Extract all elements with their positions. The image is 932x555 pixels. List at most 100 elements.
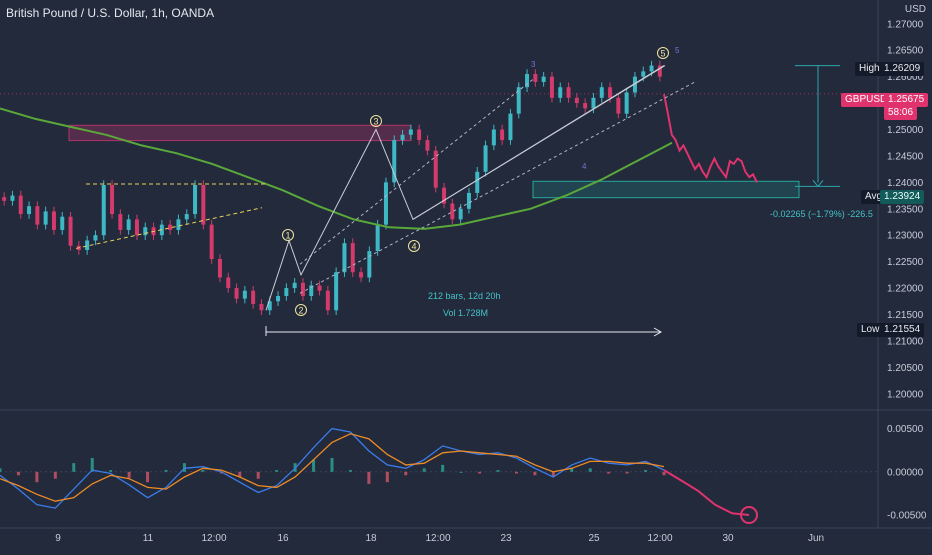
macd-histogram-bar (459, 471, 463, 473)
candle-body (184, 214, 189, 220)
macd-histogram-bar (182, 463, 186, 472)
candle-body (616, 97, 621, 114)
candle-body (442, 187, 447, 204)
candle-body (134, 219, 139, 236)
candle-body (267, 301, 272, 311)
macd-histogram-bar (219, 471, 223, 474)
bars-readout: 212 bars, 12d 20h (428, 291, 501, 301)
wave-label: 2 (298, 306, 303, 316)
candle-body (168, 224, 173, 230)
candle-body (566, 87, 571, 98)
candle-body (292, 282, 297, 289)
candle-body (433, 150, 438, 188)
price-tick-label: 1.20000 (887, 389, 924, 400)
candle-body (533, 74, 538, 82)
price-tick-label: 1.22500 (887, 257, 924, 268)
channel-line (299, 81, 696, 294)
macd-histogram-bar (0, 468, 2, 472)
macd-histogram-bar (330, 457, 334, 472)
sub-wave-label: 3 (531, 60, 536, 69)
candle-body (126, 219, 131, 230)
price-tick-label: 1.23000 (887, 231, 924, 242)
currency-label: USD (904, 4, 926, 15)
candle-body (300, 282, 305, 296)
candle-body (525, 74, 530, 88)
candle-body (558, 87, 563, 98)
price-tick-label: 1.24000 (887, 178, 924, 189)
macd-histogram-bar (551, 471, 555, 477)
macd-histogram-bar (201, 470, 205, 472)
candle-body (574, 97, 579, 104)
triangle-bottom-line (75, 207, 263, 249)
measure-readout: -0.02265 (−1.79%) -226.5 (770, 209, 873, 219)
macd-forecast-target (740, 506, 758, 525)
candle-body (93, 235, 98, 241)
candle-body (284, 288, 289, 296)
candle-body (483, 145, 488, 172)
low-label: Low (857, 323, 884, 337)
price-tick-label: 1.27000 (887, 19, 924, 30)
symbol-badge: GBPUSD (841, 93, 892, 107)
macd-histogram-bar (533, 471, 537, 476)
candle-body (325, 290, 330, 311)
macd-histogram-bar (312, 459, 316, 472)
measure-arrow-head (812, 180, 824, 188)
candle-body (450, 203, 455, 220)
candle-body (251, 290, 256, 304)
candle-body (649, 65, 654, 72)
candle-body (226, 277, 231, 289)
candle-body (458, 208, 463, 220)
time-tick: 12:00 (201, 533, 227, 544)
avg-value: 1.23924 (880, 190, 925, 204)
candle-body (176, 219, 181, 230)
candle-body (591, 97, 596, 109)
last-price-badge: 1.25675 (884, 93, 929, 107)
macd-tick-label: -0.00500 (887, 511, 927, 522)
macd-histogram-bar (441, 464, 445, 472)
candle-body (500, 129, 505, 141)
volume-readout: Vol 1.728M (443, 308, 489, 318)
candle-body (201, 185, 206, 225)
macd-histogram-bar (127, 471, 131, 478)
candle-body (85, 240, 90, 251)
price-tick-label: 1.21000 (887, 336, 924, 347)
macd-histogram-bar (53, 471, 57, 479)
macd-histogram-bar (422, 468, 426, 472)
candle-body (599, 87, 604, 98)
wave-label: 5 (660, 49, 665, 59)
candle-body (234, 288, 239, 299)
time-tick: 23 (500, 533, 512, 544)
candle-body (68, 216, 73, 246)
sub-wave-label: 5 (675, 46, 680, 55)
candle-body (491, 129, 496, 146)
time-tick: Jun (807, 533, 825, 544)
chart-title: British Pound / U.S. Dollar, 1h, OANDA (6, 6, 215, 20)
candle-body (334, 272, 339, 311)
avg-label: Avg (861, 190, 887, 204)
time-tick: 12:00 (425, 533, 451, 544)
low-value: 1.21554 (880, 323, 925, 337)
wave-label-circle (370, 115, 382, 127)
candle-body (408, 129, 413, 135)
candle-body (242, 290, 247, 299)
candle-body (549, 76, 554, 98)
macd-histogram-bar (90, 457, 94, 472)
candle-body (193, 185, 198, 215)
wave-label-circle (295, 304, 307, 316)
price-tick-label: 1.26000 (887, 72, 924, 83)
candle-body (417, 129, 422, 141)
wave-label-circle (408, 240, 420, 252)
candle-body (425, 140, 430, 151)
macd-histogram-bar (478, 471, 482, 474)
candle-body (508, 113, 513, 141)
candle-body (110, 185, 115, 215)
candle-body (608, 87, 613, 98)
candle-body (118, 214, 123, 230)
forecast-path (663, 93, 758, 183)
candle-body (516, 87, 521, 114)
candle-body (43, 211, 48, 225)
macd-histogram-bar (514, 471, 518, 474)
time-tick: 16 (277, 533, 289, 544)
